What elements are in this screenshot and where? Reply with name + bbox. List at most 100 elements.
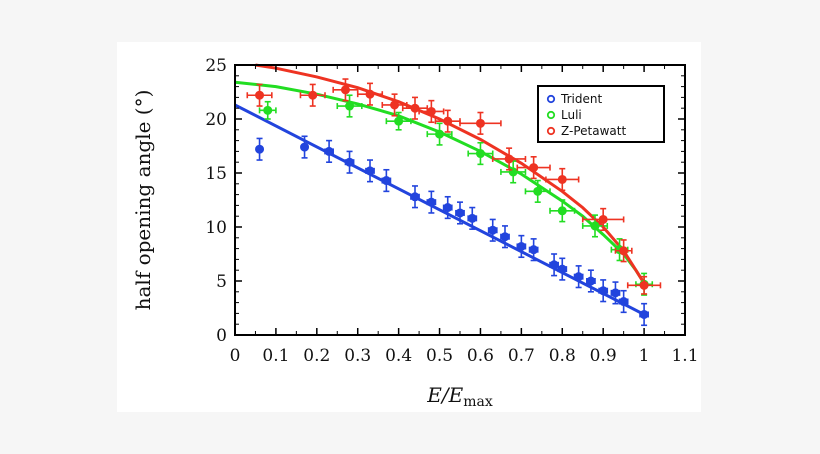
x-tick-label: 0.9 (590, 346, 617, 366)
data-point-luli (336, 94, 363, 118)
data-point-z-petawatt (332, 78, 359, 102)
data-point-trident (344, 150, 355, 174)
data-point-luli (258, 100, 277, 120)
data-point-trident (300, 135, 310, 159)
point-marker (263, 105, 273, 115)
data-point-trident (365, 159, 375, 183)
point-marker (557, 264, 567, 274)
point-marker (381, 176, 391, 186)
point-marker (467, 213, 477, 223)
point-marker (365, 166, 375, 176)
point-marker (619, 246, 629, 256)
x-tick-label: 0.4 (385, 346, 412, 366)
y-tick-label: 0 (216, 326, 227, 346)
data-point-trident (586, 269, 596, 293)
point-marker (557, 206, 567, 216)
point-marker (345, 157, 355, 167)
point-marker (586, 276, 596, 286)
x-tick-label: 0.1 (262, 346, 289, 366)
y-tick-label: 5 (216, 272, 227, 292)
data-point-z-petawatt (581, 207, 625, 232)
data-point-z-petawatt (299, 83, 326, 107)
point-marker (504, 154, 514, 164)
point-marker (426, 197, 436, 207)
data-point-z-petawatt (545, 167, 580, 192)
point-marker (340, 85, 350, 95)
scatter-chart: 0 0.1 0.2 0.3 0.4 0.5 0.6 0.7 0.8 0.9 1 1.1 0 5 10 15 20… (131, 56, 699, 410)
point-marker (410, 192, 420, 202)
point-marker (390, 100, 400, 110)
legend-label-luli: Luli (561, 108, 582, 122)
data-point-luli (524, 179, 551, 203)
point-marker (574, 272, 584, 282)
point-marker (549, 260, 559, 270)
point-marker (410, 103, 420, 113)
point-marker (255, 144, 265, 154)
x-tick-label: 1.1 (671, 346, 698, 366)
x-axis-title-subscript: max (463, 394, 493, 410)
data-point-trident (573, 265, 584, 289)
data-point-z-petawatt (246, 83, 273, 107)
point-marker (639, 280, 649, 290)
data-point-trident (549, 253, 559, 277)
data-point-luli (385, 111, 412, 131)
data-point-trident (455, 201, 465, 225)
data-point-trident (255, 137, 265, 161)
y-tick-label: 25 (205, 56, 227, 76)
x-tick-label: 0.7 (508, 346, 535, 366)
point-marker (443, 116, 453, 126)
data-point-trident (381, 168, 392, 193)
point-marker (619, 297, 629, 307)
point-marker (598, 286, 608, 296)
x-axis-title-main: E/E (426, 383, 463, 407)
data-point-luli (581, 214, 609, 238)
data-point-z-petawatt (356, 82, 384, 106)
point-marker (365, 89, 375, 99)
data-point-trident (557, 257, 568, 281)
point-marker (516, 241, 526, 251)
x-tick-label: 1 (639, 346, 650, 366)
point-marker (533, 186, 543, 196)
point-marker (610, 288, 620, 298)
x-tick-label: 0.2 (303, 346, 330, 366)
legend-box (537, 85, 665, 143)
y-tick-label: 10 (205, 218, 227, 238)
data-point-luli (500, 160, 527, 184)
data-point-z-petawatt (434, 109, 461, 133)
data-point-z-petawatt (516, 156, 551, 180)
data-point-z-petawatt (614, 239, 633, 263)
point-marker (488, 225, 498, 235)
point-marker (443, 203, 453, 213)
data-point-trident (410, 185, 420, 209)
point-marker (345, 101, 355, 111)
point-marker (475, 118, 485, 128)
data-point-trident (500, 225, 510, 249)
point-marker (529, 245, 539, 255)
data-point-trident (324, 139, 334, 163)
data-point-trident (442, 195, 453, 220)
x-tick-label: 0.6 (467, 346, 494, 366)
data-point-trident (426, 190, 437, 214)
legend-marker-trident (546, 94, 556, 104)
point-marker (475, 149, 485, 159)
y-tick-label: 15 (205, 164, 227, 184)
data-point-z-petawatt (418, 99, 445, 124)
data-point-z-petawatt (401, 96, 429, 120)
point-marker (529, 163, 539, 173)
y-axis-title: half opening angle (°) (131, 90, 155, 311)
x-axis-title: E/Emax (426, 383, 493, 410)
data-point-trident (516, 234, 527, 259)
x-tick-label: 0.8 (549, 346, 576, 366)
data-point-z-petawatt (459, 111, 502, 135)
point-marker (455, 208, 465, 218)
data-point-trident (467, 206, 478, 230)
x-tick-label: 0.5 (426, 346, 453, 366)
legend: Trident Luli Z-Petawatt (537, 85, 665, 143)
point-marker (394, 116, 404, 126)
y-tick-label: 20 (205, 110, 227, 130)
data-point-trident (618, 289, 629, 314)
point-marker (324, 146, 334, 156)
point-marker (500, 232, 510, 242)
point-marker (590, 221, 600, 231)
data-point-z-petawatt (626, 275, 662, 295)
